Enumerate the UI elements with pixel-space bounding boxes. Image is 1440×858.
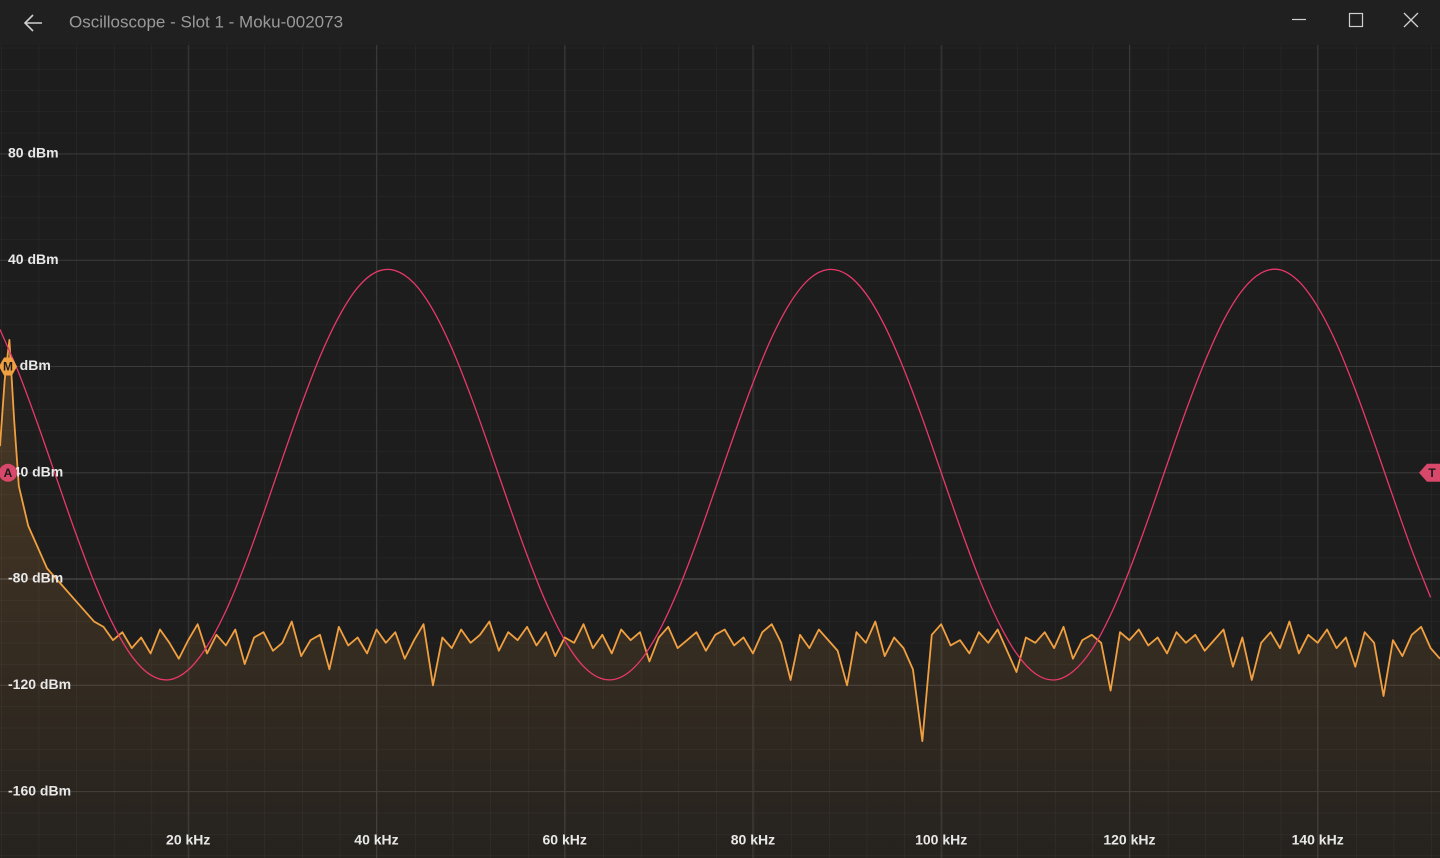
line (0, 339, 1440, 742)
y-tick-label: 0 dBm (8, 357, 51, 373)
y-tick-label: -40 dBm (8, 463, 63, 479)
plot: 80 dBm 40 dBm 0 dBm -40 dBm -80 dBm -120 dBm -… (0, 45, 1440, 858)
maximize-button[interactable] (1348, 12, 1364, 28)
line (0, 268, 1432, 681)
title-bar (0, 0, 1440, 45)
marker (0, 357, 17, 376)
x-tick-label: 80 kHz (731, 832, 775, 848)
x-tick-label: 140 kHz (1292, 832, 1344, 848)
area (0, 339, 1440, 858)
x-tick-label: 100 kHz (915, 832, 967, 848)
x-tick-label: 40 kHz (354, 832, 398, 848)
window-title: Oscilloscope - Slot 1 - Moku-002073 (69, 12, 343, 31)
y-tick-label: -120 dBm (8, 676, 71, 692)
marker-label: T (1428, 466, 1436, 480)
y-tick-label: 40 dBm (8, 251, 59, 267)
x-tick-label: 120 kHz (1103, 832, 1155, 848)
x-tick-label: 60 kHz (543, 832, 587, 848)
x-tick-label: 20 kHz (166, 832, 210, 848)
marker-label: A (4, 466, 13, 480)
marker (0, 463, 17, 482)
y-tick-label: -80 dBm (8, 570, 63, 586)
marker (1419, 463, 1440, 482)
y-tick-label: 80 dBm (8, 145, 59, 161)
y-tick-label: -160 dBm (8, 782, 71, 798)
marker-label: M (3, 360, 13, 374)
back-button[interactable] (23, 14, 42, 32)
close-button[interactable] (1403, 12, 1419, 28)
